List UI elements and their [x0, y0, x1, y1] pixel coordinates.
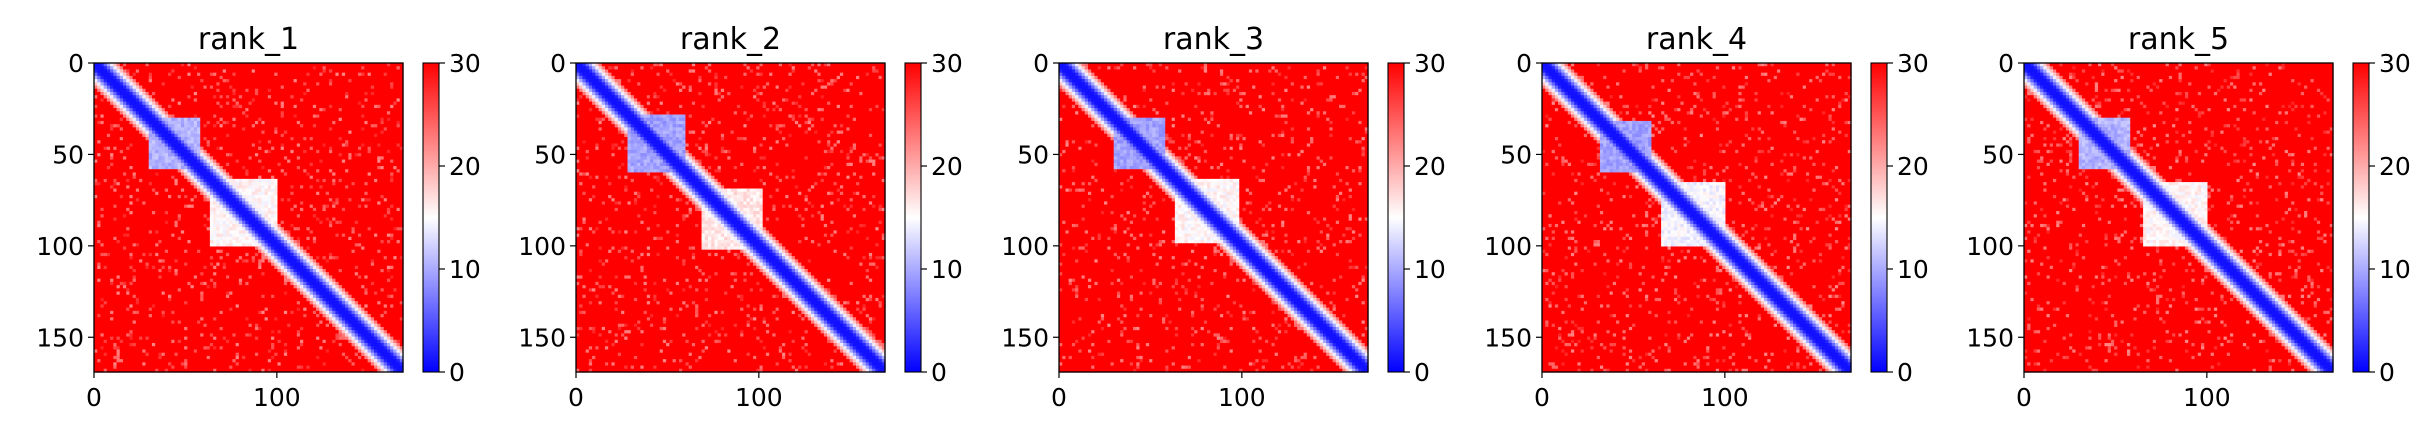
panel-title: rank_1 — [198, 22, 299, 57]
heatmap-cells — [94, 63, 404, 373]
